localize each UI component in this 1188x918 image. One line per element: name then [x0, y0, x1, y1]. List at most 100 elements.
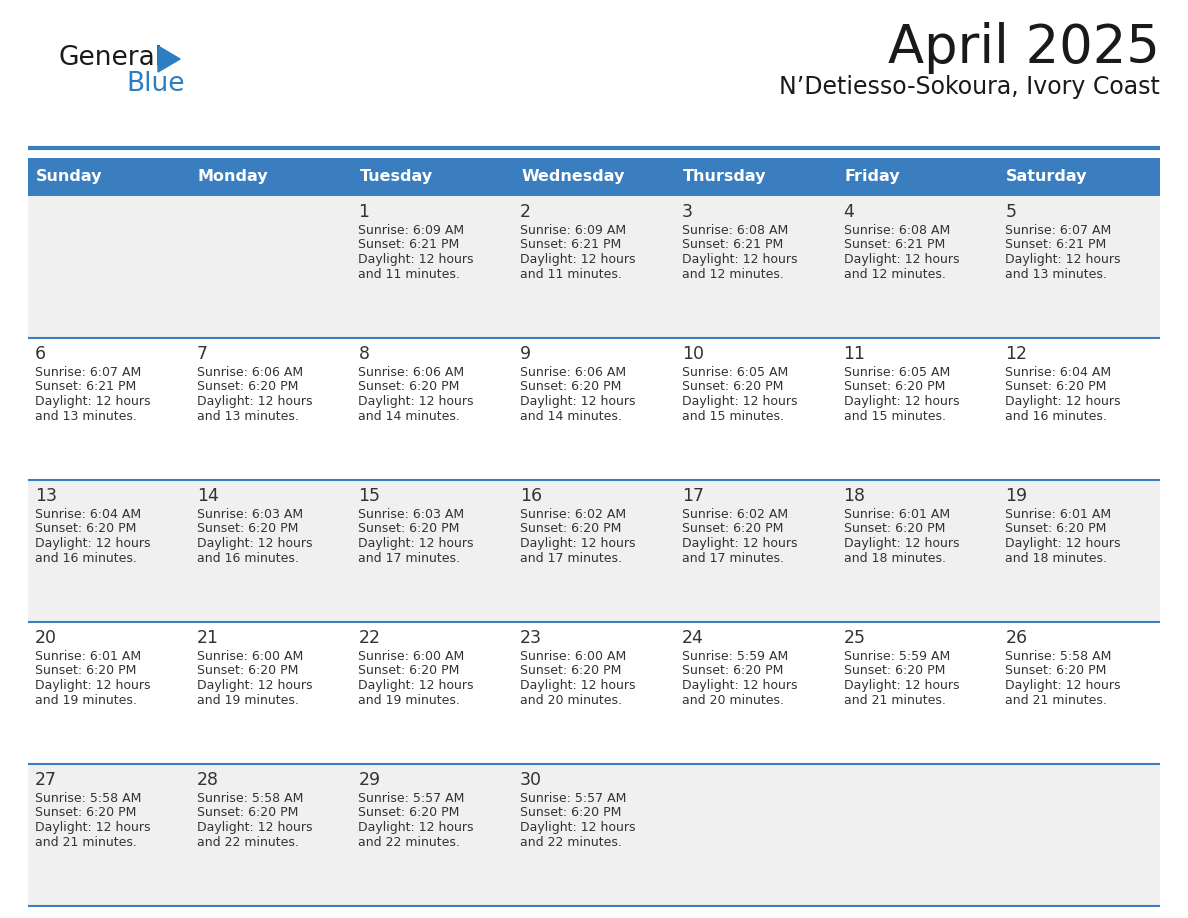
Text: Sunrise: 5:58 AM: Sunrise: 5:58 AM: [34, 792, 141, 805]
Text: 2: 2: [520, 203, 531, 221]
Text: Daylight: 12 hours: Daylight: 12 hours: [34, 395, 151, 408]
Text: and 17 minutes.: and 17 minutes.: [359, 552, 461, 565]
Text: and 11 minutes.: and 11 minutes.: [520, 267, 623, 281]
Text: and 16 minutes.: and 16 minutes.: [197, 552, 298, 565]
Text: and 21 minutes.: and 21 minutes.: [1005, 693, 1107, 707]
Text: 9: 9: [520, 345, 531, 363]
Text: Daylight: 12 hours: Daylight: 12 hours: [1005, 395, 1120, 408]
Text: 23: 23: [520, 629, 542, 647]
Text: Sunrise: 6:06 AM: Sunrise: 6:06 AM: [197, 366, 303, 379]
Text: Sunset: 6:20 PM: Sunset: 6:20 PM: [682, 380, 783, 394]
Text: Daylight: 12 hours: Daylight: 12 hours: [34, 821, 151, 834]
Text: Sunrise: 6:02 AM: Sunrise: 6:02 AM: [682, 508, 788, 521]
Text: Daylight: 12 hours: Daylight: 12 hours: [843, 679, 959, 692]
Text: Sunset: 6:20 PM: Sunset: 6:20 PM: [682, 522, 783, 535]
Text: Tuesday: Tuesday: [360, 170, 432, 185]
Text: Sunrise: 6:09 AM: Sunrise: 6:09 AM: [359, 224, 465, 237]
Text: Sunrise: 6:01 AM: Sunrise: 6:01 AM: [843, 508, 949, 521]
Text: and 14 minutes.: and 14 minutes.: [520, 409, 623, 422]
Text: Sunset: 6:20 PM: Sunset: 6:20 PM: [1005, 665, 1107, 677]
Text: and 22 minutes.: and 22 minutes.: [197, 835, 298, 848]
Text: Daylight: 12 hours: Daylight: 12 hours: [843, 537, 959, 550]
Text: 11: 11: [843, 345, 866, 363]
Text: Daylight: 12 hours: Daylight: 12 hours: [359, 537, 474, 550]
Text: 26: 26: [1005, 629, 1028, 647]
Text: 17: 17: [682, 487, 703, 505]
Text: and 17 minutes.: and 17 minutes.: [682, 552, 784, 565]
Text: Sunset: 6:20 PM: Sunset: 6:20 PM: [520, 807, 621, 820]
Text: Sunset: 6:21 PM: Sunset: 6:21 PM: [520, 239, 621, 252]
Text: Sunrise: 5:57 AM: Sunrise: 5:57 AM: [359, 792, 465, 805]
Text: Sunrise: 6:02 AM: Sunrise: 6:02 AM: [520, 508, 626, 521]
Text: 18: 18: [843, 487, 866, 505]
Text: Daylight: 12 hours: Daylight: 12 hours: [843, 395, 959, 408]
Text: Daylight: 12 hours: Daylight: 12 hours: [682, 395, 797, 408]
Text: 29: 29: [359, 771, 380, 789]
Text: 10: 10: [682, 345, 703, 363]
Text: Sunset: 6:20 PM: Sunset: 6:20 PM: [843, 522, 944, 535]
Text: Sunset: 6:20 PM: Sunset: 6:20 PM: [682, 665, 783, 677]
Text: Daylight: 12 hours: Daylight: 12 hours: [520, 821, 636, 834]
Text: Daylight: 12 hours: Daylight: 12 hours: [520, 537, 636, 550]
Text: Sunset: 6:20 PM: Sunset: 6:20 PM: [34, 665, 137, 677]
Text: 28: 28: [197, 771, 219, 789]
Text: Sunrise: 6:09 AM: Sunrise: 6:09 AM: [520, 224, 626, 237]
Text: 1: 1: [359, 203, 369, 221]
Text: and 12 minutes.: and 12 minutes.: [682, 267, 784, 281]
Text: Sunrise: 6:03 AM: Sunrise: 6:03 AM: [197, 508, 303, 521]
Text: 25: 25: [843, 629, 866, 647]
Text: 22: 22: [359, 629, 380, 647]
Text: 7: 7: [197, 345, 208, 363]
Text: Sunset: 6:20 PM: Sunset: 6:20 PM: [843, 665, 944, 677]
Text: Blue: Blue: [126, 71, 184, 97]
Text: Sunrise: 6:01 AM: Sunrise: 6:01 AM: [34, 650, 141, 663]
Text: Sunrise: 5:59 AM: Sunrise: 5:59 AM: [682, 650, 788, 663]
Text: Sunset: 6:20 PM: Sunset: 6:20 PM: [359, 522, 460, 535]
Text: and 21 minutes.: and 21 minutes.: [843, 693, 946, 707]
Text: and 15 minutes.: and 15 minutes.: [682, 409, 784, 422]
Text: Sunset: 6:20 PM: Sunset: 6:20 PM: [1005, 522, 1107, 535]
Bar: [29, 196, 1159, 338]
Text: 15: 15: [359, 487, 380, 505]
Text: Sunrise: 6:00 AM: Sunrise: 6:00 AM: [520, 650, 626, 663]
Text: Daylight: 12 hours: Daylight: 12 hours: [359, 395, 474, 408]
Text: and 19 minutes.: and 19 minutes.: [34, 693, 137, 707]
Text: Daylight: 12 hours: Daylight: 12 hours: [197, 679, 312, 692]
Text: and 16 minutes.: and 16 minutes.: [34, 552, 137, 565]
Text: Daylight: 12 hours: Daylight: 12 hours: [34, 679, 151, 692]
Bar: [352, 158, 513, 196]
Text: Sunset: 6:20 PM: Sunset: 6:20 PM: [520, 522, 621, 535]
Text: and 15 minutes.: and 15 minutes.: [843, 409, 946, 422]
Text: Wednesday: Wednesday: [522, 170, 625, 185]
Bar: [29, 480, 1159, 622]
Text: 27: 27: [34, 771, 57, 789]
Text: Sunrise: 6:04 AM: Sunrise: 6:04 AM: [34, 508, 141, 521]
Text: Sunrise: 6:08 AM: Sunrise: 6:08 AM: [843, 224, 950, 237]
Text: Sunset: 6:20 PM: Sunset: 6:20 PM: [520, 380, 621, 394]
Text: Sunrise: 5:58 AM: Sunrise: 5:58 AM: [197, 792, 303, 805]
Text: Sunrise: 6:04 AM: Sunrise: 6:04 AM: [1005, 366, 1112, 379]
Text: Sunrise: 6:06 AM: Sunrise: 6:06 AM: [520, 366, 626, 379]
Text: 16: 16: [520, 487, 542, 505]
Text: Sunrise: 6:00 AM: Sunrise: 6:00 AM: [197, 650, 303, 663]
Text: and 20 minutes.: and 20 minutes.: [520, 693, 623, 707]
Text: 13: 13: [34, 487, 57, 505]
Text: Sunset: 6:20 PM: Sunset: 6:20 PM: [197, 807, 298, 820]
Text: Sunrise: 6:07 AM: Sunrise: 6:07 AM: [1005, 224, 1112, 237]
Text: Daylight: 12 hours: Daylight: 12 hours: [682, 537, 797, 550]
Text: Friday: Friday: [845, 170, 901, 185]
Bar: [29, 338, 1159, 480]
Text: 19: 19: [1005, 487, 1028, 505]
Text: April 2025: April 2025: [889, 22, 1159, 74]
Text: Sunset: 6:20 PM: Sunset: 6:20 PM: [197, 665, 298, 677]
Text: Thursday: Thursday: [683, 170, 766, 185]
Text: Sunset: 6:20 PM: Sunset: 6:20 PM: [843, 380, 944, 394]
Text: N’Detiesso-Sokoura, Ivory Coast: N’Detiesso-Sokoura, Ivory Coast: [779, 75, 1159, 99]
Text: Daylight: 12 hours: Daylight: 12 hours: [359, 679, 474, 692]
Text: Daylight: 12 hours: Daylight: 12 hours: [1005, 537, 1120, 550]
Text: Sunrise: 6:03 AM: Sunrise: 6:03 AM: [359, 508, 465, 521]
Text: Saturday: Saturday: [1006, 170, 1088, 185]
Text: Daylight: 12 hours: Daylight: 12 hours: [34, 537, 151, 550]
Text: Daylight: 12 hours: Daylight: 12 hours: [682, 253, 797, 266]
Text: Sunset: 6:20 PM: Sunset: 6:20 PM: [359, 807, 460, 820]
